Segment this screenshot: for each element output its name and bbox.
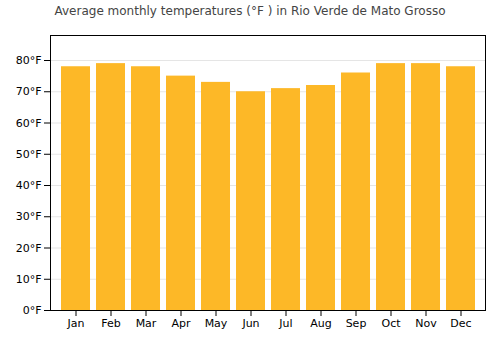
svg-text:Oct: Oct [381,317,401,330]
svg-text:40°F: 40°F [16,179,42,192]
svg-text:May: May [205,317,228,330]
svg-text:Sep: Sep [346,317,367,330]
svg-text:Aug: Aug [310,317,331,330]
svg-text:Jan: Jan [67,317,85,330]
svg-text:0°F: 0°F [23,304,42,317]
svg-text:Nov: Nov [415,317,437,330]
svg-text:50°F: 50°F [16,148,42,161]
html-text:Average monthly temperatures (: Average monthly temperatures (°F ) in Ri… [54,4,446,18]
svg-text:Mar: Mar [136,317,157,330]
svg-text:60°F: 60°F [16,117,42,130]
svg-text:Feb: Feb [101,317,120,330]
svg-text:Jun: Jun [241,317,259,330]
svg-text:Dec: Dec [450,317,471,330]
svg-text:Jul: Jul [278,317,292,330]
svg-text:70°F: 70°F [16,85,42,98]
svg-text:30°F: 30°F [16,210,42,223]
svg-text:80°F: 80°F [16,54,42,67]
svg-text:10°F: 10°F [16,273,42,286]
svg-text:20°F: 20°F [16,242,42,255]
svg-text:Apr: Apr [171,317,191,330]
